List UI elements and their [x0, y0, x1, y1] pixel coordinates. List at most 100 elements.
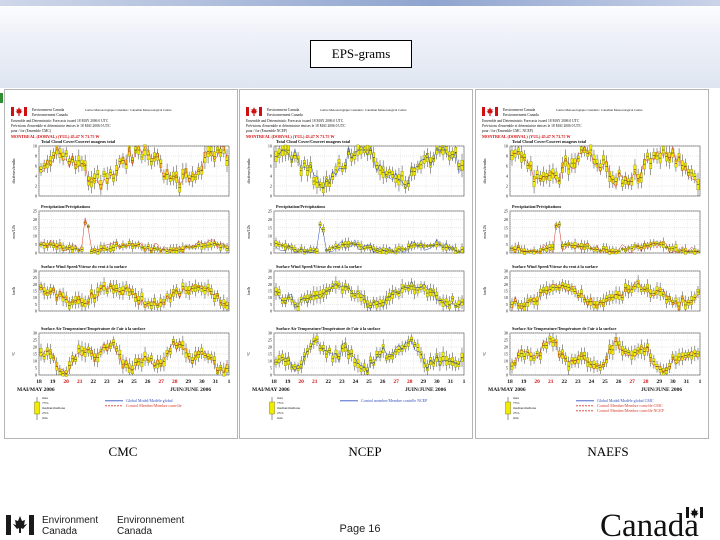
footer-org-fr-2: Canada [117, 526, 152, 537]
ytick-label: 20 [268, 345, 272, 350]
date-tick-label: 21 [548, 379, 554, 385]
legend-stat-label: median/médiane [513, 406, 537, 410]
header-centre: Centre Meteorologique Canadien / Canadia… [85, 108, 172, 112]
ytick-label: 25 [504, 338, 508, 343]
header-org-en: Environment Canada [267, 108, 299, 112]
eps-gram-panel-naefs[interactable]: Environment Canada Environnement Canada Ce… [475, 89, 709, 439]
legend-stat-label: 75% [513, 401, 520, 405]
ytick-label: 25 [33, 275, 37, 280]
ytick-label: 0 [270, 251, 272, 256]
ytick-label: 10 [33, 359, 37, 364]
month-right: JUIN/JUNE 2006 [170, 387, 211, 393]
control-member-line [511, 146, 699, 189]
header-station: MONTREAL (DORVAL) (YUL) 45.47 N 73.75 W [246, 134, 335, 139]
header-org-en: Environment Canada [32, 108, 64, 112]
eps-gram-panel-cmc[interactable]: Environment Canada Environnement Canada Ce… [4, 89, 238, 439]
control-member-line [511, 336, 699, 374]
date-tick-label: 20 [534, 379, 540, 385]
subplot-ylabel: mm/12h [246, 225, 251, 238]
date-tick-label: 18 [36, 379, 42, 385]
ytick-label: 8 [270, 154, 272, 159]
control-member-line [40, 339, 228, 376]
header-org-fr: Environnement Canada [503, 113, 539, 117]
date-tick-label: 22 [562, 379, 568, 385]
date-tick-label: 18 [507, 379, 513, 385]
date-tick-label: 23 [339, 379, 345, 385]
subplot-title: Total Cloud Cover/Couvert nuageux total [41, 139, 116, 144]
subplot: Total Cloud Cover/Couvert nuageux total d… [11, 139, 230, 199]
footer-org-en-2: Canada [42, 526, 77, 537]
canada-flag-icon [6, 515, 34, 535]
subplot-ylabel: mm/12h [11, 225, 16, 238]
subplot-ylabel: km/h [482, 287, 487, 295]
date-tick-label: 21 [312, 379, 318, 385]
legend-box [269, 401, 275, 415]
header-issued-fr: Prévisions d'ensemble et déterministe ém… [482, 124, 582, 128]
ytick-label: 15 [268, 352, 272, 357]
date-tick-label: 31 [213, 379, 219, 385]
ytick-label: 5 [35, 242, 37, 247]
subplot-ylabel: dixièmes/tenths [11, 158, 16, 184]
ytick-label: 2 [506, 184, 508, 189]
ytick-label: 15 [268, 225, 272, 230]
ytick-label: 30 [504, 269, 508, 274]
ytick-label: 30 [33, 269, 37, 274]
control-member-line [275, 280, 463, 310]
date-tick-label: 29 [186, 379, 192, 385]
legend-box [34, 401, 40, 415]
ytick-label: 20 [33, 282, 37, 287]
ytick-label: 0 [506, 194, 508, 199]
header-station: MONTREAL (DORVAL) (YUL) 45.47 N 73.75 W [11, 134, 100, 139]
ytick-label: 2 [35, 184, 37, 189]
maple-leaf-flag-icon [686, 507, 703, 518]
date-tick-label: 24 [118, 379, 124, 385]
header-ensemble: pour / for (Ensemble CMC, NCEP) [482, 129, 534, 134]
header-gradient-bar [0, 0, 720, 6]
subplot-ylabel: °C [482, 352, 487, 357]
legend-series-label: Control member/Membre contrôle NCEP [361, 398, 428, 403]
subplot: Surface Air Temperature/Température de l… [482, 326, 701, 378]
ytick-label: 10 [504, 234, 508, 239]
ytick-label: 5 [506, 242, 508, 247]
ytick-label: 8 [506, 154, 508, 159]
header-station: MONTREAL (DORVAL) (YUL) 45.47 N 73.75 W [482, 134, 571, 139]
ytick-label: 20 [33, 345, 37, 350]
month-left: MAI/MAY 2006 [252, 387, 290, 393]
ytick-label: 10 [504, 359, 508, 364]
date-tick-label: 26 [145, 379, 151, 385]
date-tick-label: 28 [407, 379, 413, 385]
legend-stat-label: 75% [277, 401, 284, 405]
date-tick-label: 23 [104, 379, 110, 385]
subplot: Precipitation/Précipitations mm/12h 0 5 10 15… [246, 204, 465, 256]
ytick-label: 2 [270, 184, 272, 189]
date-tick-label: 24 [353, 379, 359, 385]
panel-label-naefs: NAEFS [587, 444, 629, 459]
ytick-label: 8 [35, 154, 37, 159]
footer-org-fr-1: Environnement [117, 515, 184, 526]
eps-gram-panel-ncep[interactable]: Environment Canada Environnement Canada Ce… [239, 89, 473, 439]
panel-label-cmc: CMC [108, 444, 138, 459]
subplot-frame [273, 145, 465, 197]
ytick-label: 20 [33, 217, 37, 222]
subplot-title: Surface Air Temperature/Température de l… [41, 326, 145, 331]
canada-wordmark-text: Canada [600, 508, 699, 540]
header-issued-fr: Prévisions d'ensemble et déterministe ém… [246, 124, 346, 128]
ytick-label: 5 [506, 302, 508, 307]
subplot-title: Precipitation/Précipitations [276, 204, 326, 209]
ytick-label: 15 [504, 352, 508, 357]
subplot-title: Surface Wind Speed/Vitesse du vent à la … [276, 264, 362, 269]
legend-stat-label: median/médiane [277, 406, 301, 410]
date-tick-label: 30 [199, 379, 205, 385]
subplot-title: Total Cloud Cover/Couvert nuageux total [276, 139, 351, 144]
date-tick-label: 24 [589, 379, 595, 385]
date-tick-label: 31 [448, 379, 454, 385]
header-org-en: Environment Canada [503, 108, 535, 112]
date-tick-label: 20 [63, 379, 69, 385]
subplot-ylabel: km/h [11, 287, 16, 295]
ytick-label: 6 [35, 164, 37, 169]
ytick-label: 20 [504, 282, 508, 287]
date-tick-label: 29 [657, 379, 663, 385]
